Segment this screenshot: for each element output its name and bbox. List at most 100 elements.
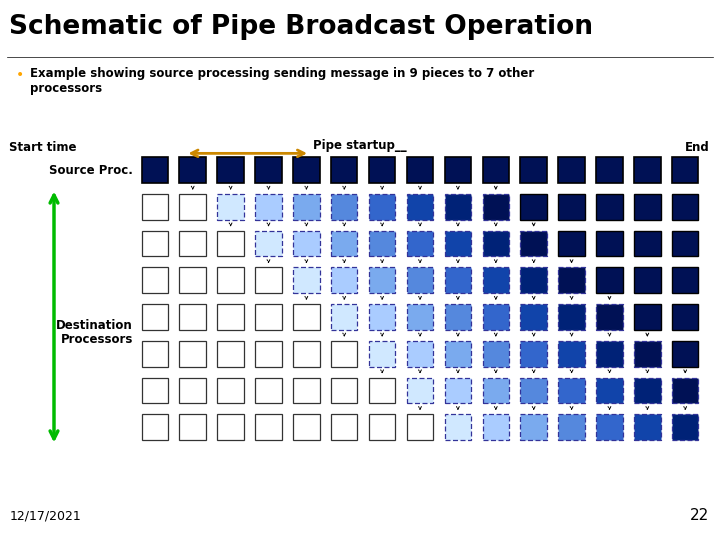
Bar bbox=[521, 194, 547, 220]
Bar bbox=[217, 231, 244, 256]
Bar bbox=[445, 157, 471, 183]
Bar bbox=[634, 267, 660, 293]
Text: Processors: Processors bbox=[60, 333, 133, 346]
Bar bbox=[407, 157, 433, 183]
Bar bbox=[179, 414, 206, 440]
Bar bbox=[407, 231, 433, 256]
Bar bbox=[369, 304, 395, 330]
Bar bbox=[255, 341, 282, 367]
Bar bbox=[445, 304, 471, 330]
Bar bbox=[142, 341, 168, 367]
Bar bbox=[482, 377, 509, 403]
Bar bbox=[293, 231, 320, 256]
Bar bbox=[558, 304, 585, 330]
Bar bbox=[331, 194, 358, 220]
Bar bbox=[596, 157, 623, 183]
Bar bbox=[142, 377, 168, 403]
Bar bbox=[217, 157, 244, 183]
Bar bbox=[331, 414, 358, 440]
Bar bbox=[445, 194, 471, 220]
Bar bbox=[142, 194, 168, 220]
Bar bbox=[672, 267, 698, 293]
Bar bbox=[634, 377, 660, 403]
Bar bbox=[482, 231, 509, 256]
Bar bbox=[672, 377, 698, 403]
Bar bbox=[293, 304, 320, 330]
Bar bbox=[407, 304, 433, 330]
Bar bbox=[482, 341, 509, 367]
Bar bbox=[217, 194, 244, 220]
Bar bbox=[293, 157, 320, 183]
Bar bbox=[331, 341, 358, 367]
Bar bbox=[331, 304, 358, 330]
Bar bbox=[596, 341, 623, 367]
Bar bbox=[217, 267, 244, 293]
Bar bbox=[672, 304, 698, 330]
Bar bbox=[293, 341, 320, 367]
Bar bbox=[369, 157, 395, 183]
Bar bbox=[558, 157, 585, 183]
Bar bbox=[179, 341, 206, 367]
Bar bbox=[142, 304, 168, 330]
Bar bbox=[369, 231, 395, 256]
Bar bbox=[634, 341, 660, 367]
Bar bbox=[445, 267, 471, 293]
Bar bbox=[482, 304, 509, 330]
Bar bbox=[407, 377, 433, 403]
Bar bbox=[521, 267, 547, 293]
Bar bbox=[672, 231, 698, 256]
Text: •: • bbox=[16, 68, 24, 82]
Bar bbox=[369, 341, 395, 367]
Bar bbox=[293, 267, 320, 293]
Bar bbox=[482, 194, 509, 220]
Bar bbox=[369, 414, 395, 440]
Bar bbox=[558, 231, 585, 256]
Bar bbox=[521, 231, 547, 256]
Bar bbox=[179, 194, 206, 220]
Text: Schematic of Pipe Broadcast Operation: Schematic of Pipe Broadcast Operation bbox=[9, 14, 593, 39]
Bar bbox=[142, 231, 168, 256]
Bar bbox=[672, 414, 698, 440]
Bar bbox=[179, 157, 206, 183]
Bar bbox=[255, 414, 282, 440]
Bar bbox=[255, 194, 282, 220]
Bar bbox=[634, 231, 660, 256]
Bar bbox=[369, 194, 395, 220]
Bar bbox=[255, 377, 282, 403]
Bar bbox=[255, 157, 282, 183]
Bar bbox=[596, 304, 623, 330]
Bar bbox=[521, 341, 547, 367]
Text: Pipe startup__: Pipe startup__ bbox=[313, 139, 407, 152]
Bar bbox=[293, 194, 320, 220]
Bar bbox=[142, 267, 168, 293]
Bar bbox=[142, 414, 168, 440]
Bar bbox=[331, 267, 358, 293]
Bar bbox=[596, 194, 623, 220]
Bar bbox=[521, 377, 547, 403]
Bar bbox=[445, 377, 471, 403]
Bar bbox=[558, 414, 585, 440]
Bar bbox=[407, 267, 433, 293]
Bar bbox=[217, 304, 244, 330]
Bar bbox=[407, 414, 433, 440]
Bar bbox=[596, 267, 623, 293]
Text: 22: 22 bbox=[690, 508, 709, 523]
Bar bbox=[482, 414, 509, 440]
Bar bbox=[369, 377, 395, 403]
Bar bbox=[482, 157, 509, 183]
Bar bbox=[142, 157, 168, 183]
Bar bbox=[596, 377, 623, 403]
Bar bbox=[293, 377, 320, 403]
Bar bbox=[672, 157, 698, 183]
Bar bbox=[445, 231, 471, 256]
Bar bbox=[331, 231, 358, 256]
Bar bbox=[179, 231, 206, 256]
Bar bbox=[255, 267, 282, 293]
Bar bbox=[672, 194, 698, 220]
Bar bbox=[634, 157, 660, 183]
Bar bbox=[255, 231, 282, 256]
Bar bbox=[369, 267, 395, 293]
Bar bbox=[331, 377, 358, 403]
Bar bbox=[521, 304, 547, 330]
Bar bbox=[634, 194, 660, 220]
